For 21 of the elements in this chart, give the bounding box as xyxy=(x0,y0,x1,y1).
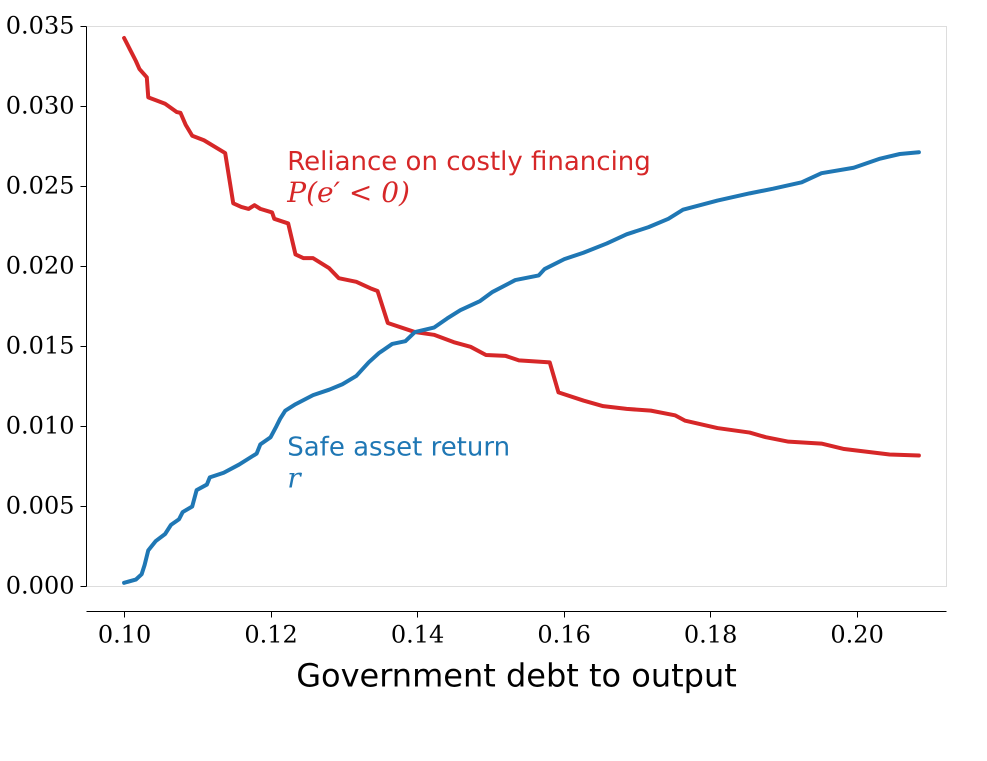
y-tick-label: 0.000 xyxy=(6,572,74,600)
annotation: P(e′ < 0) xyxy=(286,176,410,209)
x-tick-label: 0.12 xyxy=(244,620,298,648)
y-tick-label: 0.025 xyxy=(6,172,74,200)
line-series xyxy=(122,36,921,458)
x-tick-label: 0.20 xyxy=(830,620,884,648)
series-label: Reliance on costly financing xyxy=(287,147,651,177)
y-tick-label: 0.020 xyxy=(6,252,74,280)
x-axis-title: Government debt to output xyxy=(296,656,737,694)
x-tick-label: 0.16 xyxy=(537,620,591,648)
x-tick-label: 0.14 xyxy=(390,620,444,648)
y-tick-label: 0.030 xyxy=(6,92,74,120)
y-tick-label: 0.005 xyxy=(6,492,74,520)
x-tick-label: 0.10 xyxy=(98,620,152,648)
y-tick-label: 0.035 xyxy=(6,12,74,40)
line-series xyxy=(122,150,921,585)
annotation: r xyxy=(287,462,302,495)
series-label: Safe asset return xyxy=(287,432,510,463)
y-tick-label: 0.010 xyxy=(6,412,74,440)
y-tick-label: 0.015 xyxy=(6,332,74,360)
x-tick-label: 0.18 xyxy=(684,620,738,648)
